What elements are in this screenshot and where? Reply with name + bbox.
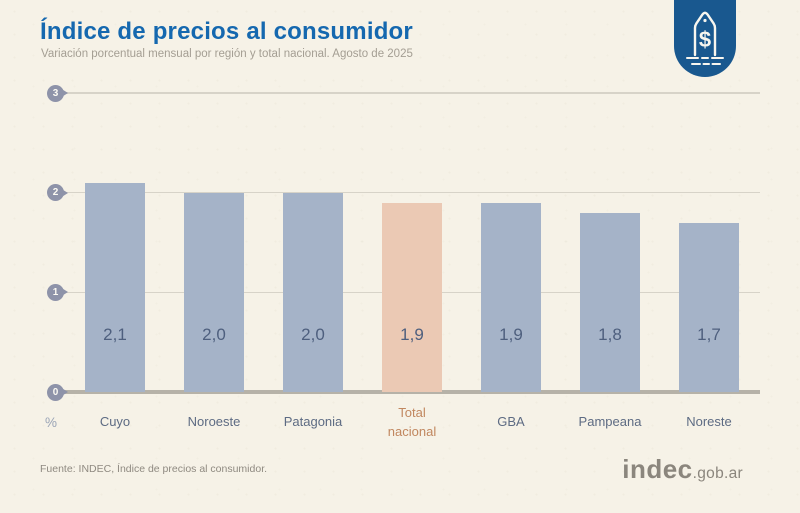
bar-noroeste [184, 192, 244, 392]
dollar-sign: $ [699, 27, 711, 52]
y-tick-pin: 0 [47, 383, 64, 401]
bar-value-label: 1,8 [598, 325, 622, 344]
category-label: Noroeste [187, 414, 241, 430]
category-label: Patagonia [283, 414, 343, 430]
y-tick-label: 2 [52, 187, 59, 199]
gridline [64, 191, 760, 194]
bar-value-label: 2,0 [202, 325, 226, 344]
y-tick-label: 3 [52, 87, 59, 99]
y-tick-pin: 3 [47, 84, 64, 102]
indec-logo-domain: .gob.ar [692, 465, 743, 482]
bar-value-label: 1,9 [400, 325, 424, 344]
y-tick-label: 0 [52, 386, 59, 398]
bar-value-label: 2,0 [301, 325, 325, 344]
price-tag-badge: $ [674, 0, 736, 77]
page-subtitle: Variación porcentual mensual por región … [41, 48, 413, 60]
bar-value-label: 2,1 [103, 325, 127, 344]
bar-cuyo [85, 182, 145, 392]
y-tick-label: 1 [52, 286, 59, 298]
bar-total-nacional [382, 202, 442, 392]
gridline [64, 92, 760, 94]
category-label: Cuyo [99, 414, 131, 430]
bar-pampeana [580, 212, 640, 392]
y-axis-unit-label: % [45, 415, 58, 430]
bar-value-label: 1,9 [499, 325, 523, 344]
bar-patagonia [283, 192, 343, 392]
source-note: Fuente: INDEC, Índice de precios al cons… [40, 463, 268, 475]
bar-noreste [679, 222, 739, 392]
bar-value-label: 1,7 [697, 325, 721, 344]
category-label: Pampeana [578, 414, 642, 430]
x-axis-baseline [64, 390, 760, 394]
category-label: Total nacional [387, 404, 437, 440]
y-tick-pin: 2 [47, 184, 64, 202]
price-tag-dollar-icon: $ [686, 11, 724, 65]
y-tick-pin: 1 [47, 283, 64, 301]
category-label: GBA [497, 414, 525, 430]
indec-logo: indec .gob.ar [622, 454, 743, 485]
category-label: Noreste [686, 414, 732, 430]
page-title: Índice de precios al consumidor [40, 18, 413, 45]
bar-gba [481, 202, 541, 392]
indec-logo-text: indec [622, 454, 693, 484]
